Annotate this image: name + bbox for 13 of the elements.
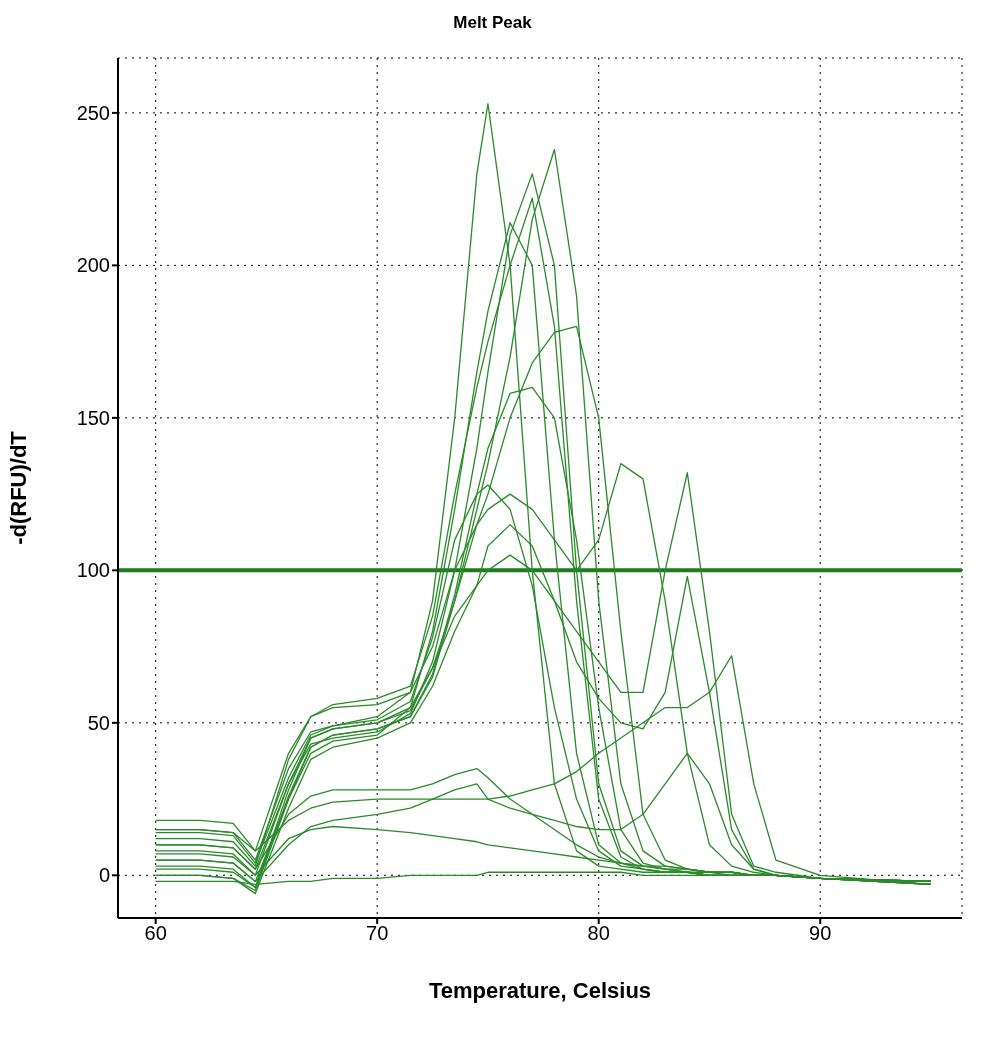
y-tick-label: 0 (98, 864, 110, 887)
y-axis-title: -d(RFU)/dT (5, 430, 31, 545)
y-tick-label: 250 (76, 101, 110, 124)
x-tick-label: 70 (366, 922, 389, 945)
y-tick-label: 200 (76, 254, 110, 277)
y-tick-label: 100 (76, 559, 110, 582)
y-tick-label: 50 (87, 711, 110, 734)
x-tick-label: 60 (144, 922, 167, 945)
x-axis-title: Temperature, Celsius (428, 978, 652, 1003)
y-tick-label: 150 (76, 406, 110, 429)
x-tick-label: 80 (587, 922, 610, 945)
x-tick-label: 90 (809, 922, 832, 945)
chart-title: Melt Peak (452, 12, 533, 34)
